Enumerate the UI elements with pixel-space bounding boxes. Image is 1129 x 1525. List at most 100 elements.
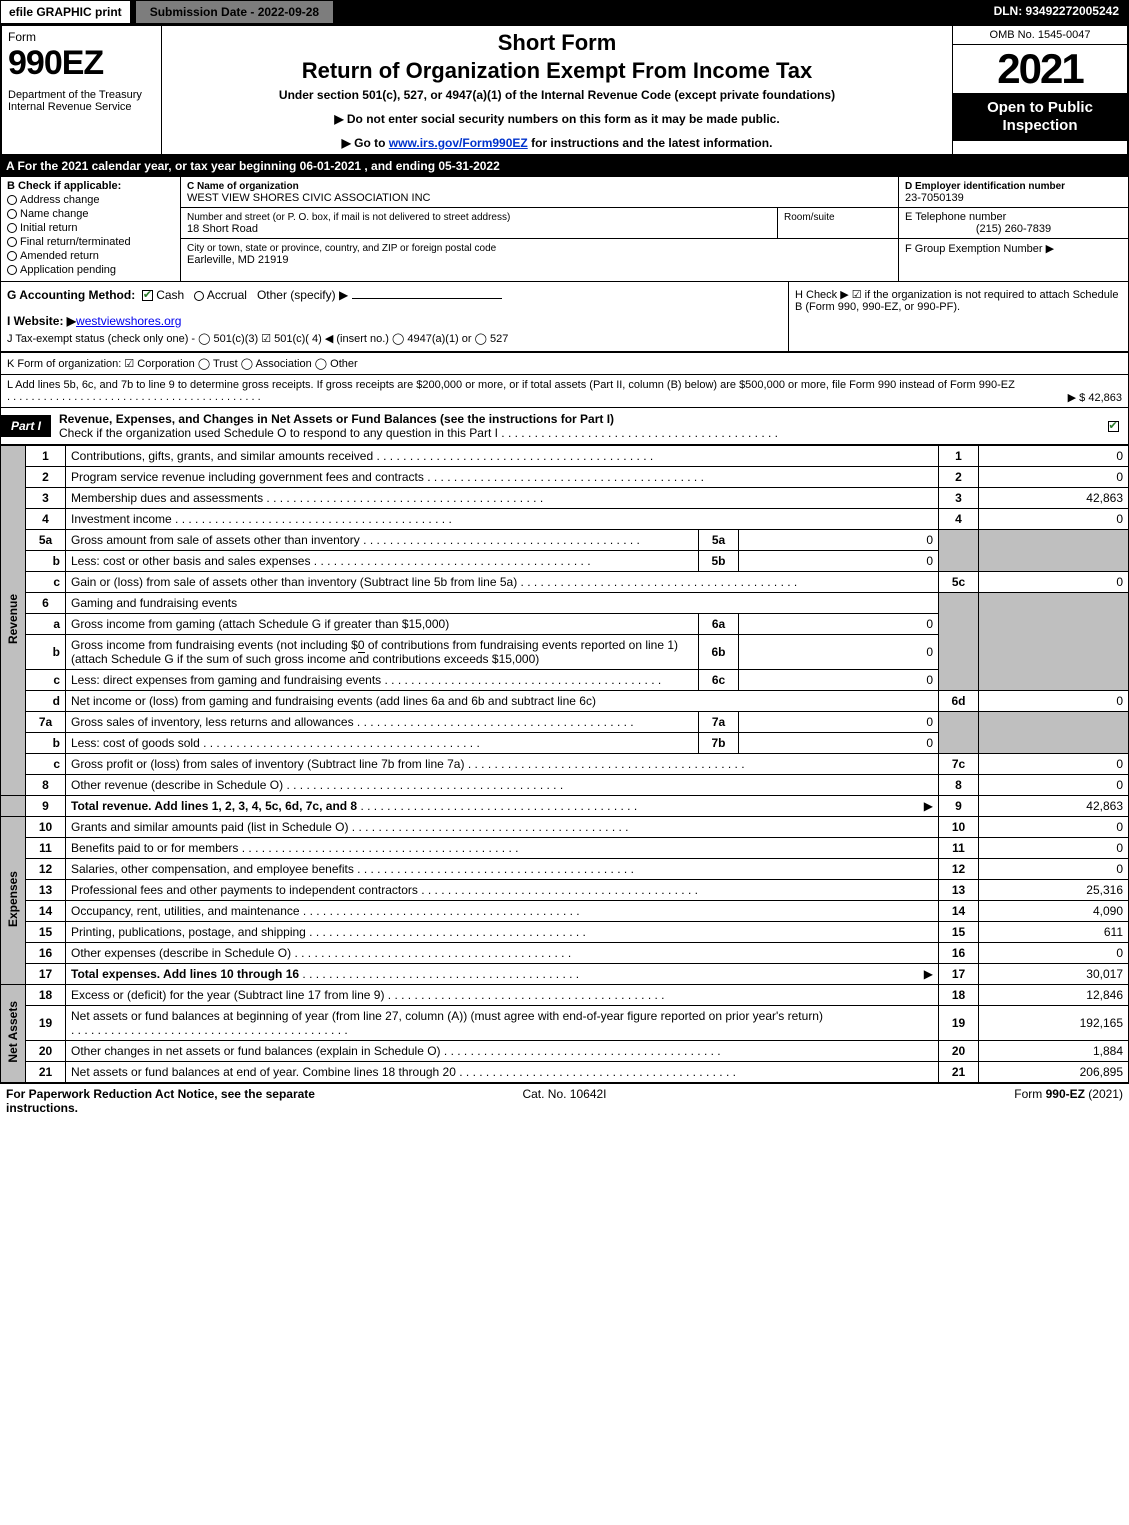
- spacer: [334, 0, 983, 24]
- table-row: 21Net assets or fund balances at end of …: [1, 1062, 1129, 1083]
- ck-lbl-4: Amended return: [20, 250, 99, 262]
- header-left: Form 990EZ Department of the Treasury In…: [2, 26, 162, 154]
- g-accrual: Accrual: [207, 288, 247, 302]
- sidebar-expenses: Expenses: [1, 817, 26, 985]
- col-c: C Name of organization WEST VIEW SHORES …: [181, 177, 898, 281]
- form-header: Form 990EZ Department of the Treasury In…: [0, 24, 1129, 156]
- sidebar-netassets: Net Assets: [1, 985, 26, 1083]
- website-link[interactable]: westviewshores.org: [76, 314, 181, 328]
- gh-row: G Accounting Method: Cash Accrual Other …: [0, 282, 1129, 352]
- l-dots: [7, 391, 261, 403]
- ck-initial-return[interactable]: [7, 223, 17, 233]
- ck-amended-return[interactable]: [7, 251, 17, 261]
- table-row: 17Total expenses. Add lines 10 through 1…: [1, 964, 1129, 985]
- short-form-title: Short Form: [168, 30, 946, 56]
- form-number: 990EZ: [8, 44, 155, 83]
- table-row: 20Other changes in net assets or fund ba…: [1, 1041, 1129, 1062]
- table-row: 11Benefits paid to or for members110: [1, 838, 1129, 859]
- return-title: Return of Organization Exempt From Incom…: [168, 58, 946, 84]
- tax-year: 2021: [953, 45, 1127, 93]
- part-i-sub: Check if the organization used Schedule …: [59, 426, 498, 440]
- form-word: Form: [8, 30, 155, 44]
- table-row: 2 Program service revenue including gove…: [1, 467, 1129, 488]
- ck-lbl-2: Initial return: [20, 222, 77, 234]
- ck-schedule-o[interactable]: [1108, 421, 1119, 432]
- ck-cash[interactable]: [142, 290, 153, 301]
- c-name-lbl: C Name of organization: [187, 181, 299, 192]
- top-bar: efile GRAPHIC print Submission Date - 20…: [0, 0, 1129, 24]
- table-row: 19Net assets or fund balances at beginni…: [1, 1006, 1129, 1041]
- e-lbl: E Telephone number: [905, 211, 1006, 223]
- phone: (215) 260-7839: [905, 223, 1122, 235]
- numcol: 1: [939, 446, 979, 467]
- omb-number: OMB No. 1545-0047: [953, 26, 1127, 45]
- desc: Contributions, gifts, grants, and simila…: [71, 449, 373, 463]
- footer-right: Form 990-EZ (2021): [751, 1087, 1123, 1115]
- table-row: c Gain or (loss) from sale of assets oth…: [1, 572, 1129, 593]
- under-section: Under section 501(c), 527, or 4947(a)(1)…: [168, 88, 946, 102]
- street-address: 18 Short Road: [187, 223, 258, 235]
- g-other-line: [352, 298, 502, 299]
- bullet-2: ▶ Go to www.irs.gov/Form990EZ for instru…: [168, 136, 946, 150]
- part-i-header: Part I Revenue, Expenses, and Changes in…: [0, 408, 1129, 445]
- irs-link[interactable]: www.irs.gov/Form990EZ: [389, 136, 528, 150]
- amount: 0: [979, 446, 1129, 467]
- col-def: D Employer identification number 23-7050…: [898, 177, 1128, 281]
- efile-label: efile GRAPHIC print: [0, 0, 131, 24]
- ck-address-change[interactable]: [7, 195, 17, 205]
- part-i-tab: Part I: [1, 415, 51, 437]
- table-row: c Gross profit or (loss) from sales of i…: [1, 754, 1129, 775]
- dln-label: DLN: 93492272005242: [984, 0, 1129, 24]
- bullet-1: ▶ Do not enter social security numbers o…: [168, 112, 946, 126]
- table-row: Net Assets 18 Excess or (deficit) for th…: [1, 985, 1129, 1006]
- part-i-title: Revenue, Expenses, and Changes in Net As…: [51, 408, 1098, 444]
- city-state-zip: Earleville, MD 21919: [187, 254, 289, 266]
- table-row: 3 Membership dues and assessments 3 42,8…: [1, 488, 1129, 509]
- line-a: A For the 2021 calendar year, or tax yea…: [0, 156, 1129, 176]
- table-row: Expenses 10 Grants and similar amounts p…: [1, 817, 1129, 838]
- ein: 23-7050139: [905, 192, 964, 204]
- j-row: J Tax-exempt status (check only one) - ◯…: [7, 332, 782, 345]
- header-right: OMB No. 1545-0047 2021 Open to Public In…: [952, 26, 1127, 154]
- table-row: d Net income or (loss) from gaming and f…: [1, 691, 1129, 712]
- k-row: K Form of organization: ☑ Corporation ◯ …: [0, 352, 1129, 375]
- table-row: Revenue 1 Contributions, gifts, grants, …: [1, 446, 1129, 467]
- h-check: H Check ▶ ☑ if the organization is not r…: [788, 282, 1128, 351]
- bcd-block: B Check if applicable: Address change Na…: [0, 176, 1129, 282]
- part-i-bold: Revenue, Expenses, and Changes in Net As…: [59, 412, 614, 426]
- ln: 1: [26, 446, 66, 467]
- ck-final-return[interactable]: [7, 237, 17, 247]
- f-lbl: F Group Exemption Number ▶: [905, 243, 1054, 255]
- col-b: B Check if applicable: Address change Na…: [1, 177, 181, 281]
- table-row: 15Printing, publications, postage, and s…: [1, 922, 1129, 943]
- table-row: 9 Total revenue. Add lines 1, 2, 3, 4, 5…: [1, 796, 1129, 817]
- g-accounting: G Accounting Method: Cash Accrual Other …: [1, 282, 788, 351]
- ck-name-change[interactable]: [7, 209, 17, 219]
- g-label: G Accounting Method:: [7, 288, 135, 302]
- ck-accrual[interactable]: [194, 291, 204, 301]
- d-lbl: D Employer identification number: [905, 181, 1065, 192]
- col-b-title: B Check if applicable:: [7, 180, 121, 192]
- org-name: WEST VIEW SHORES CIVIC ASSOCIATION INC: [187, 192, 430, 204]
- footer-left: For Paperwork Reduction Act Notice, see …: [6, 1087, 378, 1115]
- ck-lbl-5: Application pending: [20, 264, 116, 276]
- bullet-2-post: for instructions and the latest informat…: [528, 136, 773, 150]
- c-street-lbl: Number and street (or P. O. box, if mail…: [187, 212, 510, 223]
- table-row: 6 Gaming and fundraising events: [1, 593, 1129, 614]
- sidebar-revenue: Revenue: [1, 446, 26, 796]
- l-text: L Add lines 5b, 6c, and 7b to line 9 to …: [7, 379, 1015, 391]
- header-middle: Short Form Return of Organization Exempt…: [162, 26, 952, 154]
- table-row: 13Professional fees and other payments t…: [1, 880, 1129, 901]
- l-amount: ▶ $ 42,863: [1068, 391, 1122, 404]
- table-row: 4 Investment income 4 0: [1, 509, 1129, 530]
- footer: For Paperwork Reduction Act Notice, see …: [0, 1083, 1129, 1118]
- ck-lbl-0: Address change: [20, 194, 100, 206]
- dept-label: Department of the Treasury Internal Reve…: [8, 89, 155, 113]
- ck-lbl-1: Name change: [20, 208, 89, 220]
- g-other: Other (specify) ▶: [257, 288, 348, 302]
- ck-app-pending[interactable]: [7, 265, 17, 275]
- open-inspection: Open to Public Inspection: [953, 93, 1127, 141]
- table-row: 14Occupancy, rent, utilities, and mainte…: [1, 901, 1129, 922]
- i-label: I Website: ▶: [7, 314, 76, 328]
- part-i-table: Revenue 1 Contributions, gifts, grants, …: [0, 445, 1129, 1083]
